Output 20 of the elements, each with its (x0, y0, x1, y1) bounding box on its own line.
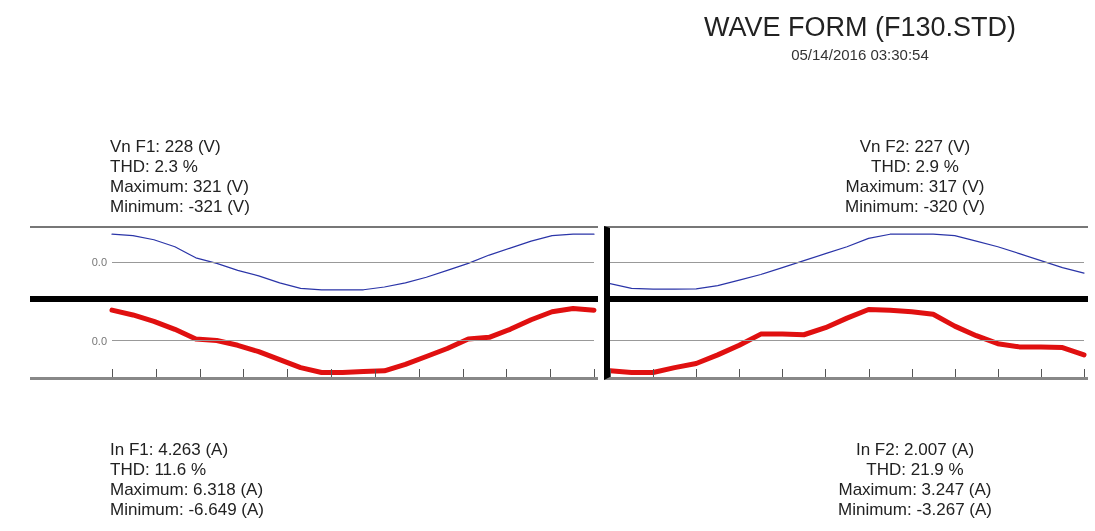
text: Maximum: 317 (V) (844, 177, 986, 197)
chart-title: WAVE FORM (F130.STD) (703, 12, 1017, 43)
text: Minimum: -320 (V) (844, 197, 986, 217)
text: THD: 11.6 % (110, 460, 208, 480)
ref-line-label: 0.0 (91, 256, 107, 268)
text: Maximum: 3.247 (A) (837, 480, 993, 500)
ref-line-label: 0.0 (91, 334, 107, 347)
text: Minimum: -3.267 (A) (837, 500, 993, 520)
chart-subtitle: 05/14/2016 03:30:54 (790, 46, 930, 63)
text: Maximum: 6.318 (A) (110, 480, 265, 500)
text: Minimum: -321 (V) (110, 197, 251, 217)
text: Vn F2: 227 (V) (858, 137, 972, 157)
text: In F2: 2.007 (A) (854, 440, 976, 460)
text: Minimum: -6.649 (A) (110, 500, 265, 520)
text: Maximum: 321 (V) (110, 177, 250, 197)
text: THD: 2.3 % (110, 157, 199, 177)
text: In F1: 4.263 (A) (110, 440, 230, 460)
text: THD: 2.9 % (870, 157, 960, 177)
text: Vn F1: 228 (V) (110, 137, 222, 157)
text: THD: 21.9 % (865, 460, 965, 480)
